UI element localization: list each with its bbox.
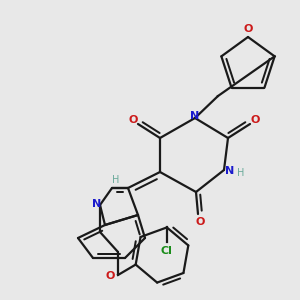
Text: N: N	[225, 166, 235, 176]
Text: N: N	[92, 199, 102, 209]
Text: O: O	[128, 115, 138, 125]
Text: O: O	[105, 271, 115, 281]
Text: N: N	[190, 111, 200, 121]
Text: Cl: Cl	[161, 246, 173, 256]
Text: O: O	[250, 115, 260, 125]
Text: O: O	[243, 24, 253, 34]
Text: H: H	[237, 168, 245, 178]
Text: O: O	[195, 217, 205, 227]
Text: H: H	[112, 175, 120, 185]
